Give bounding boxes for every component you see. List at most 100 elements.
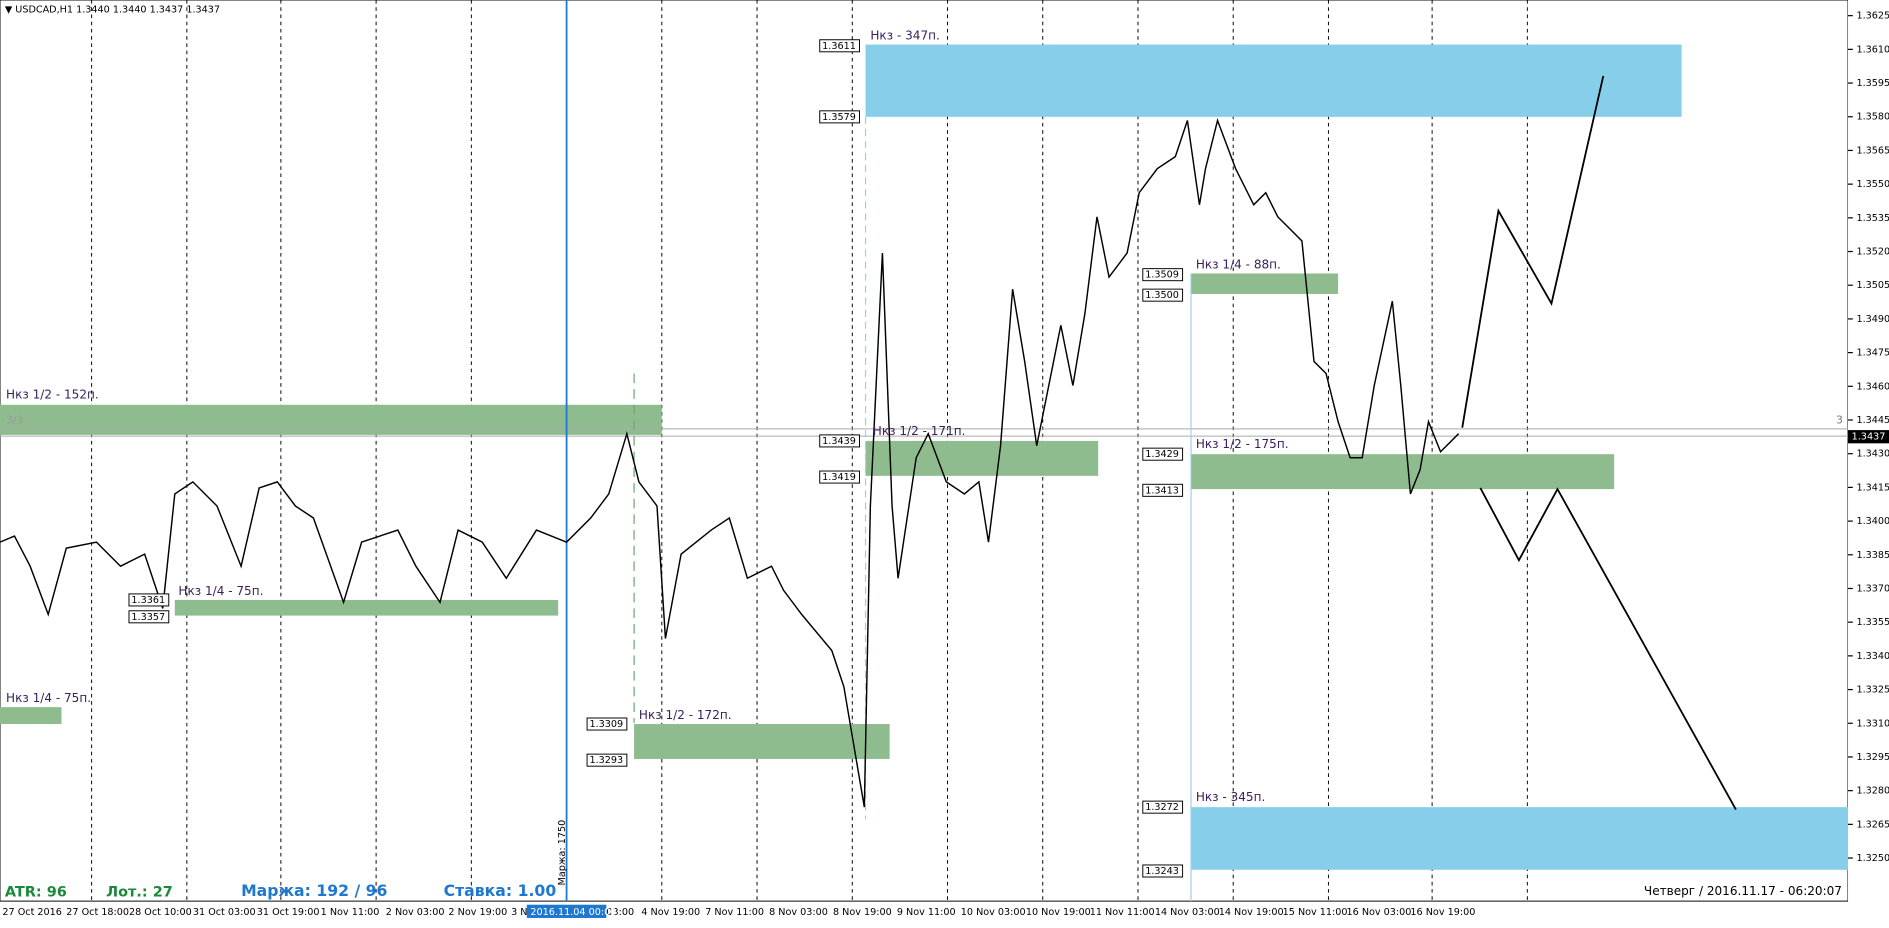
time-label: 11 Nov 11:00	[1090, 907, 1155, 918]
time-label: 1 Nov 11:00	[321, 907, 380, 918]
tag-box	[1142, 483, 1184, 497]
time-label: 03:00	[606, 907, 634, 918]
zone	[1191, 807, 1849, 870]
price-label: 1.3550	[1856, 179, 1889, 190]
projection	[1461, 75, 1605, 428]
time-label: 9 Nov 11:00	[897, 907, 956, 918]
cursor-time-box	[526, 904, 607, 918]
tag-text: 1.3439	[822, 436, 856, 447]
tag-box	[128, 593, 170, 607]
time-label: 15 Nov 11:00	[1283, 907, 1348, 918]
symbol-text: USDCAD,H1 1.3440 1.3440 1.3437 1.3437	[15, 5, 220, 16]
price-label: 1.3355	[1856, 617, 1889, 628]
zone-label: Нкз 1/4 - 88п.	[1196, 258, 1281, 272]
price-label: 1.3460	[1856, 381, 1889, 392]
price-label: 1.3625	[1856, 11, 1889, 22]
price-label: 1.3595	[1856, 78, 1889, 89]
price-label: 1.3385	[1856, 550, 1889, 561]
time-label: 2 Nov 03:00	[386, 907, 445, 918]
price-axis	[1848, 0, 1889, 924]
price-label: 1.3535	[1856, 213, 1889, 224]
price-label: 1.3265	[1856, 819, 1889, 830]
price-label: 1.3370	[1856, 583, 1889, 594]
time-label: 3 N	[511, 907, 527, 918]
price-tag: 1.3243	[1142, 864, 1184, 878]
price-tag: 1.3357	[128, 610, 170, 624]
price-label: 1.3475	[1856, 348, 1889, 359]
datetime: Четверг / 2016.11.17 - 06:20:07	[1644, 884, 1842, 898]
tag-text: 1.3500	[1145, 290, 1179, 301]
price-tag: 1.3611	[819, 39, 860, 53]
time-label: 16 Nov 19:00	[1410, 907, 1475, 918]
zone	[634, 724, 890, 759]
tag-box	[1142, 268, 1184, 282]
zone-label: Нкз 1/2 - 172п.	[639, 708, 732, 722]
tag-box	[1142, 447, 1184, 461]
time-label: 16 Nov 03:00	[1347, 907, 1412, 918]
price-label: 1.3250	[1856, 853, 1889, 864]
tag-text: 1.3272	[1145, 802, 1179, 813]
price-tag: 1.3272	[1142, 800, 1184, 814]
zone-label: Нкз 1/2 - 152п.	[6, 388, 99, 402]
tag-box	[1142, 864, 1184, 878]
price-label: 1.3430	[1856, 449, 1889, 460]
current-price: 1.3437	[1852, 432, 1886, 443]
price-tag: 1.3361	[128, 593, 170, 607]
price-label: 1.3415	[1856, 482, 1889, 493]
zone-label: Нкз - 345п.	[1196, 790, 1265, 804]
time-label: 14 Nov 03:00	[1155, 907, 1220, 918]
symbol-header: ▼ USDCAD,H1 1.3440 1.3440 1.3437 1.3437	[5, 5, 220, 16]
price-label: 1.3445	[1856, 415, 1889, 426]
zone	[1191, 454, 1615, 490]
price-label: 1.3565	[1856, 145, 1889, 156]
zone	[0, 707, 62, 725]
tag-text: 1.3419	[822, 472, 856, 483]
tag-box	[819, 39, 860, 53]
time-label: 31 Oct 03:00	[193, 907, 256, 918]
time-label: 14 Nov 19:00	[1219, 907, 1284, 918]
zone-label: Нкз 1/2 - 175п.	[1196, 437, 1289, 451]
time-label: 10 Nov 19:00	[1026, 907, 1091, 918]
lot: Лот.: 27	[106, 885, 173, 901]
zone-label: Нкз 1/2 - 171п.	[873, 424, 966, 438]
cursor-time: 2016.11.04 00:00	[530, 907, 616, 918]
time-label: 28 Oct 10:00	[129, 907, 192, 918]
price-label: 1.3520	[1856, 247, 1889, 258]
time-label: 4 Nov 19:00	[641, 907, 700, 918]
price-label: 1.3490	[1856, 314, 1889, 325]
price-label: 1.3400	[1856, 516, 1889, 527]
tag-text: 1.3429	[1145, 449, 1179, 460]
zone	[865, 440, 1099, 476]
zone	[1191, 273, 1339, 294]
price-label: 1.3340	[1856, 651, 1889, 662]
tag-text: 1.3413	[1145, 485, 1179, 496]
marker: 3	[1836, 413, 1843, 426]
rate: Ставка: 1.00	[444, 881, 557, 900]
price-tag: 1.3293	[586, 753, 628, 767]
time-label: 8 Nov 03:00	[769, 907, 828, 918]
price-label: 1.3505	[1856, 280, 1889, 291]
tag-box	[1142, 288, 1184, 302]
time-label: 7 Nov 11:00	[705, 907, 764, 918]
price-tag: 1.3413	[1142, 483, 1184, 497]
fraction: 3/3	[6, 413, 24, 426]
price-label: 1.3325	[1856, 685, 1889, 696]
zone	[865, 44, 1682, 117]
projection	[1479, 487, 1737, 810]
tag-text: 1.3357	[131, 612, 165, 623]
tag-box	[819, 110, 860, 124]
tag-text: 1.3361	[131, 595, 165, 606]
price-tag: 1.3500	[1142, 288, 1184, 302]
tag-box	[128, 610, 170, 624]
price-tag: 1.3439	[819, 434, 860, 448]
time-label: 31 Oct 19:00	[257, 907, 320, 918]
tag-text: 1.3243	[1145, 866, 1179, 877]
zone	[174, 599, 559, 616]
tag-text: 1.3579	[822, 112, 856, 123]
tag-text: 1.3309	[589, 719, 623, 730]
price-label: 1.3280	[1856, 786, 1889, 797]
price-tag: 1.3579	[819, 110, 860, 124]
zone-label: Нкз 1/4 - 75п.	[6, 691, 91, 705]
